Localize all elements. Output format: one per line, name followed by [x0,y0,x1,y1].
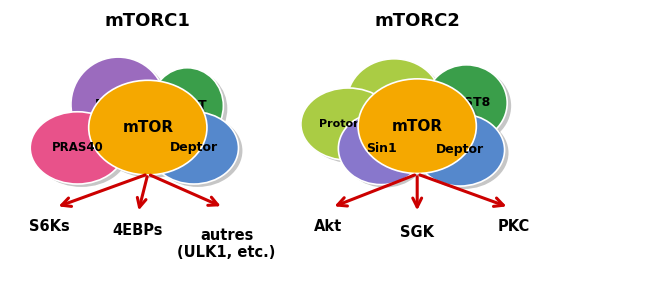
Text: mTORC1: mTORC1 [105,12,191,30]
Ellipse shape [430,68,511,144]
Text: mTOR: mTOR [392,119,443,134]
Text: Rictor: Rictor [373,95,415,108]
Text: PKC: PKC [497,219,530,234]
Ellipse shape [419,117,509,189]
Text: 4EBPs: 4EBPs [113,223,163,238]
Ellipse shape [347,59,442,144]
Ellipse shape [34,115,129,187]
Text: PRAS40: PRAS40 [52,142,103,154]
Text: Akt: Akt [315,219,342,234]
Text: S6Ks: S6Ks [29,219,70,234]
Text: mTORC2: mTORC2 [374,12,460,30]
Ellipse shape [415,114,505,186]
Ellipse shape [75,60,170,155]
Text: mTOR: mTOR [122,120,173,135]
Ellipse shape [149,112,238,184]
Text: autres
(ULK1, etc.): autres (ULK1, etc.) [177,228,276,260]
Text: mLST: mLST [168,99,206,112]
Text: Deptor: Deptor [170,142,218,154]
Text: Protor1/2: Protor1/2 [319,119,378,129]
Ellipse shape [155,71,227,147]
Ellipse shape [153,115,242,187]
Text: Raptor: Raptor [95,98,142,111]
Ellipse shape [30,112,125,184]
Ellipse shape [151,68,223,144]
Ellipse shape [305,91,399,163]
Text: Deptor: Deptor [436,144,484,156]
Ellipse shape [71,57,166,152]
Ellipse shape [426,65,507,141]
Ellipse shape [358,79,476,173]
Text: Sin1: Sin1 [366,142,396,155]
Text: mLST8: mLST8 [443,97,490,109]
Ellipse shape [342,115,428,188]
Ellipse shape [351,62,445,147]
Ellipse shape [301,88,396,160]
Ellipse shape [89,80,207,175]
Ellipse shape [93,83,211,178]
Ellipse shape [338,112,424,185]
Text: SGK: SGK [400,225,434,240]
Ellipse shape [362,82,480,176]
